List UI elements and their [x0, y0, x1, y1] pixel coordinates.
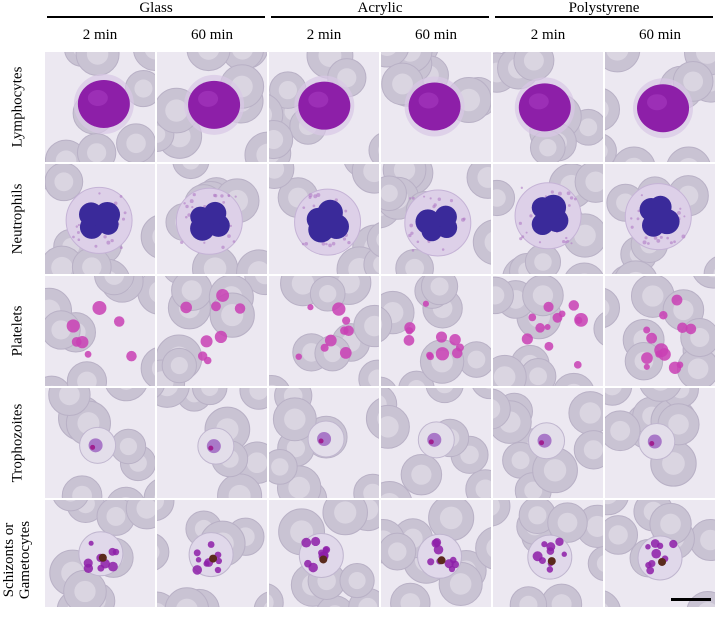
micrograph-panel — [605, 388, 715, 498]
row-label-container: Neutrophils — [0, 164, 34, 274]
micrograph-image — [493, 164, 603, 274]
scale-bar — [671, 598, 711, 601]
micrograph-image — [381, 164, 491, 274]
micrograph-panel — [45, 52, 155, 162]
micrograph-image — [605, 500, 715, 607]
micrograph-panel — [605, 500, 715, 607]
micrograph-image — [269, 388, 379, 498]
micrograph-image — [45, 52, 155, 162]
group-underline — [47, 16, 265, 18]
micrograph-image — [381, 276, 491, 386]
micrograph-image — [493, 276, 603, 386]
micrograph-image — [45, 388, 155, 498]
micrograph-panel — [493, 276, 603, 386]
column-label: 2 min — [45, 27, 155, 44]
micrograph-image — [157, 164, 267, 274]
row-label-container: Lymphocytes — [0, 52, 34, 162]
row-label: Lymphocytes — [9, 67, 25, 148]
micrograph-panel — [381, 164, 491, 274]
micrograph-panel — [157, 500, 267, 607]
micrograph-image — [381, 500, 491, 607]
micrograph-image — [605, 276, 715, 386]
micrograph-panel — [157, 164, 267, 274]
row-label-container: Platelets — [0, 276, 34, 386]
micrograph-panel — [269, 500, 379, 607]
row-label: Neutrophils — [9, 184, 25, 255]
micrograph-panel — [45, 388, 155, 498]
micrograph-panel — [157, 388, 267, 498]
column-label: 60 min — [381, 27, 491, 44]
micrograph-image — [605, 52, 715, 162]
micrograph-panel — [381, 388, 491, 498]
column-label: 2 min — [493, 27, 603, 44]
column-label: 2 min — [269, 27, 379, 44]
micrograph-image — [381, 52, 491, 162]
micrograph-image — [157, 276, 267, 386]
micrograph-panel — [157, 276, 267, 386]
micrograph-panel — [493, 52, 603, 162]
micrograph-panel — [605, 52, 715, 162]
micrograph-panel — [493, 388, 603, 498]
micrograph-image — [45, 276, 155, 386]
row-label-container: Schizonts or Gametocytes — [0, 500, 34, 620]
micrograph-image — [493, 388, 603, 498]
micrograph-image — [269, 164, 379, 274]
group-underline — [271, 16, 489, 18]
micrograph-image — [45, 164, 155, 274]
micrograph-image — [157, 388, 267, 498]
group-label-glass: Glass — [47, 0, 265, 16]
micrograph-panel — [45, 276, 155, 386]
micrograph-panel — [269, 52, 379, 162]
micrograph-image — [381, 388, 491, 498]
micrograph-panel — [493, 164, 603, 274]
micrograph-panel — [269, 164, 379, 274]
micrograph-image — [605, 164, 715, 274]
micrograph-panel — [45, 500, 155, 607]
group-label-polystyrene: Polystyrene — [495, 0, 713, 16]
micrograph-panel — [157, 52, 267, 162]
micrograph-image — [605, 388, 715, 498]
row-label: Trophozoites — [9, 404, 25, 483]
micrograph-panel — [605, 164, 715, 274]
row-label: Platelets — [9, 306, 25, 357]
micrograph-image — [493, 500, 603, 607]
micrograph-panel — [493, 500, 603, 607]
group-label-acrylic: Acrylic — [271, 0, 489, 16]
micrograph-image — [269, 500, 379, 607]
micrograph-image — [269, 52, 379, 162]
micrograph-image — [269, 276, 379, 386]
micrograph-image — [157, 52, 267, 162]
micrograph-panel — [269, 388, 379, 498]
micrograph-panel — [45, 164, 155, 274]
micrograph-panel — [381, 500, 491, 607]
row-label: Schizonts or Gametocytes — [1, 521, 33, 599]
column-label: 60 min — [157, 27, 267, 44]
micrograph-panel — [381, 276, 491, 386]
micrograph-panel — [605, 276, 715, 386]
micrograph-image — [493, 52, 603, 162]
micrograph-panel — [269, 276, 379, 386]
group-underline — [495, 16, 713, 18]
micrograph-image — [45, 500, 155, 607]
row-label-container: Trophozoites — [0, 388, 34, 498]
column-label: 60 min — [605, 27, 715, 44]
micrograph-image — [157, 500, 267, 607]
micrograph-panel — [381, 52, 491, 162]
